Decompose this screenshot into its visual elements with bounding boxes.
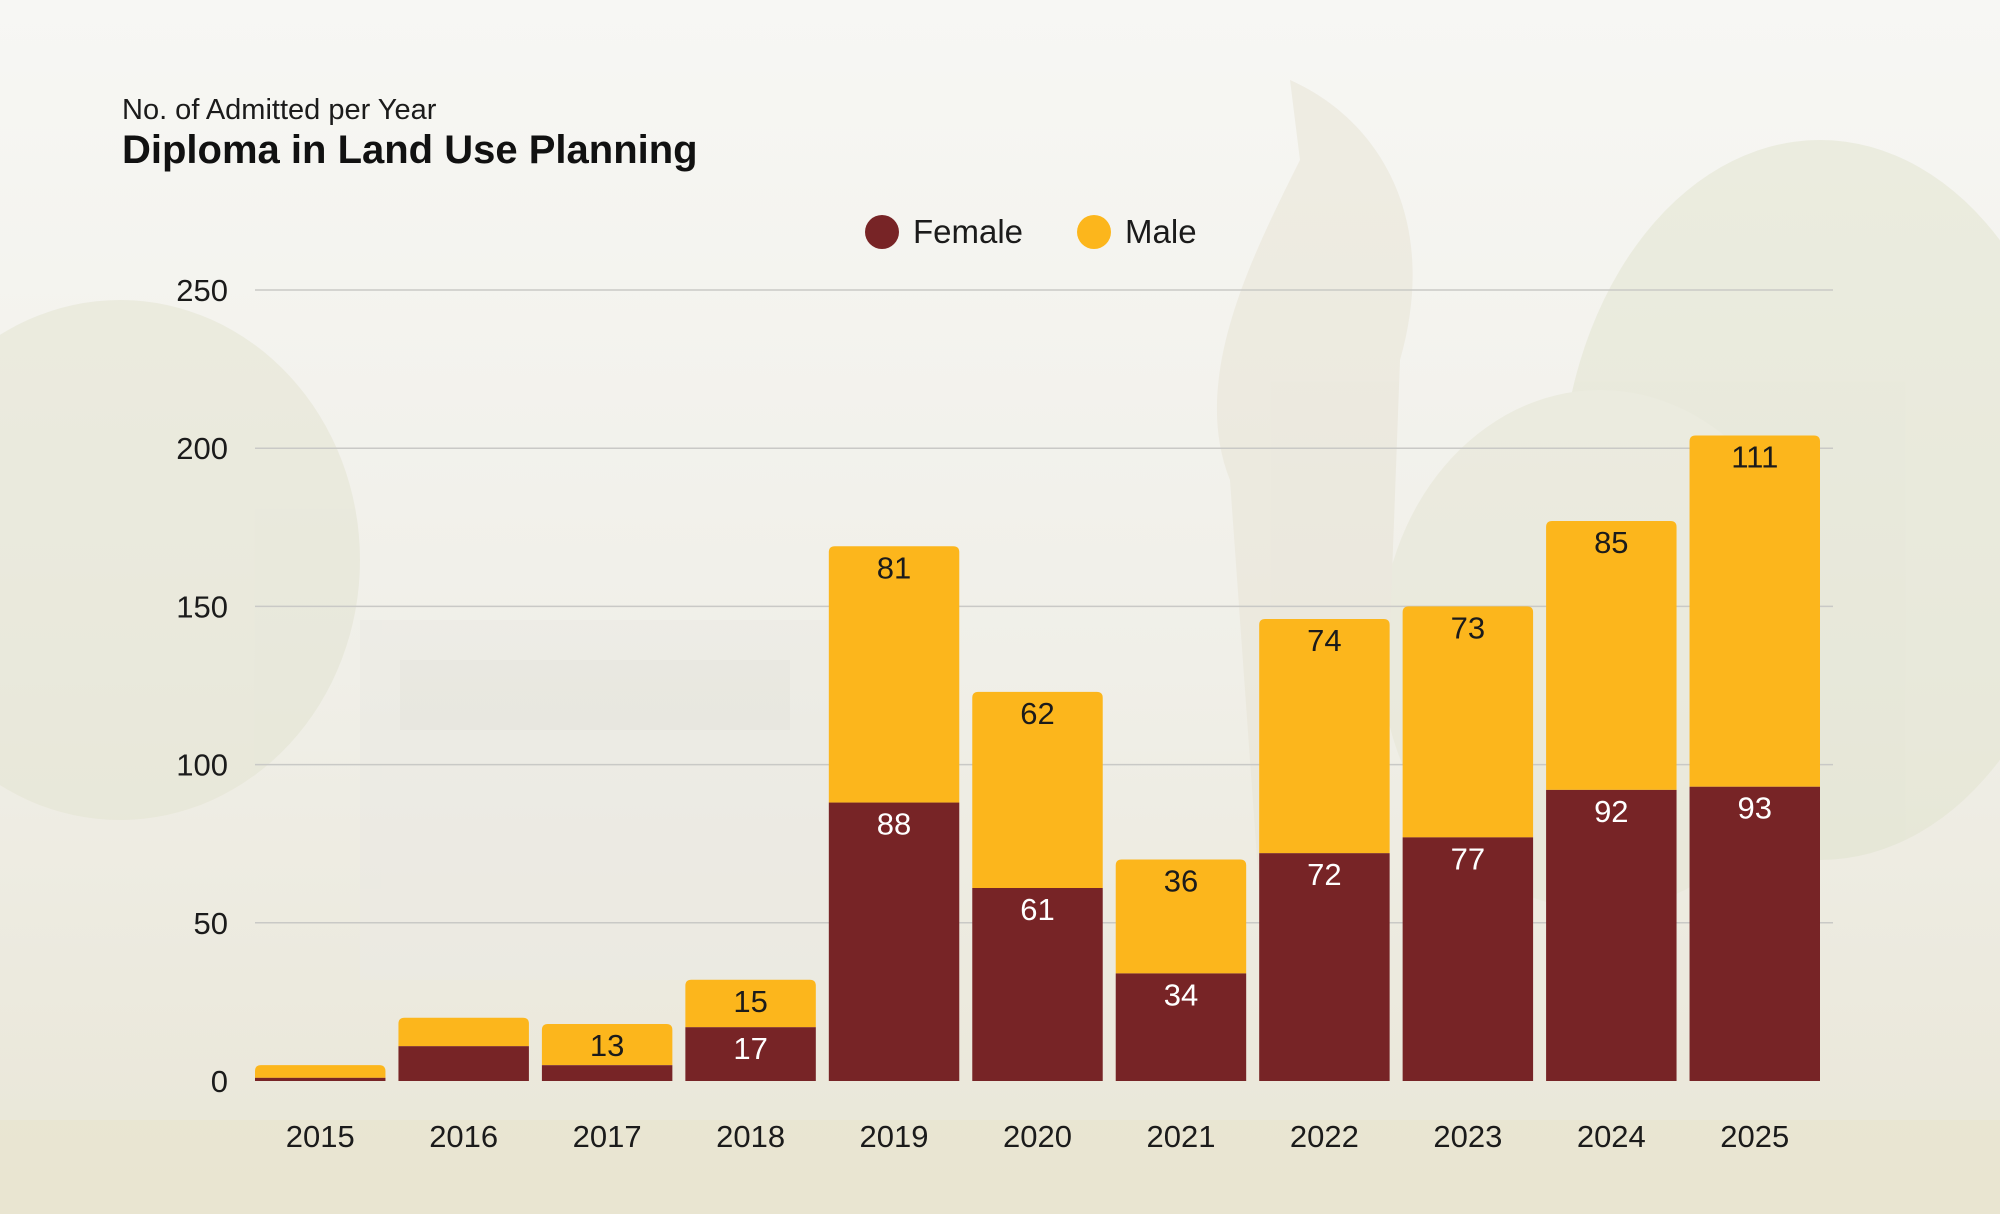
x-tick-label-2025: 2025 — [1720, 1119, 1789, 1154]
bar-male-2017[interactable] — [541, 1024, 673, 1066]
y-tick-label: 50 — [194, 906, 228, 941]
legend-swatch-male — [1077, 215, 1112, 249]
bar-female-2019[interactable] — [828, 802, 960, 1081]
y-tick-label: 0 — [211, 1064, 228, 1099]
bar-male-2023[interactable] — [1402, 606, 1534, 838]
data-label-male-2024: 85 — [1594, 525, 1628, 560]
bar-female-2025[interactable] — [1689, 786, 1820, 1081]
x-tick-label-2017: 2017 — [573, 1119, 642, 1154]
data-label-female-2021: 34 — [1164, 977, 1198, 1012]
bar-female-2022[interactable] — [1259, 853, 1390, 1081]
x-tick-label-2016: 2016 — [429, 1119, 498, 1154]
data-label-female-2023: 77 — [1451, 841, 1485, 876]
legend-item-female[interactable]: Female — [865, 213, 1023, 251]
data-label-male-2025: 111 — [1731, 440, 1778, 475]
bar-female-2016[interactable] — [398, 1046, 529, 1081]
data-label-male-2018: 15 — [733, 984, 767, 1019]
data-label-male-2020: 62 — [1020, 696, 1054, 731]
bar-male-2020[interactable] — [972, 691, 1103, 888]
data-label-male-2017: 13 — [590, 1028, 624, 1063]
data-label-female-2024: 92 — [1594, 794, 1628, 829]
x-tick-label-2023: 2023 — [1433, 1119, 1502, 1154]
bar-female-2018[interactable] — [685, 1027, 816, 1081]
y-tick-label: 150 — [176, 589, 228, 624]
bar-female-2015[interactable] — [255, 1077, 386, 1081]
y-tick-label: 250 — [176, 273, 228, 308]
data-label-female-2022: 72 — [1307, 857, 1341, 892]
bar-female-2023[interactable] — [1402, 837, 1534, 1081]
bar-male-2018[interactable] — [685, 979, 816, 1028]
chart-subtitle: No. of Admitted per Year — [122, 94, 437, 126]
bar-male-2024[interactable] — [1546, 520, 1677, 790]
y-tick-label: 200 — [176, 431, 228, 466]
bar-female-2017[interactable] — [541, 1065, 673, 1081]
x-tick-label-2021: 2021 — [1146, 1119, 1215, 1154]
x-tick-label-2022: 2022 — [1290, 1119, 1359, 1154]
data-label-female-2025: 93 — [1738, 791, 1772, 826]
bar-male-2021[interactable] — [1115, 859, 1247, 974]
legend-swatch-female — [865, 215, 899, 249]
x-tick-label-2020: 2020 — [1003, 1119, 1072, 1154]
x-tick-label-2015: 2015 — [286, 1119, 355, 1154]
bar-female-2021[interactable] — [1115, 973, 1247, 1081]
bar-female-2024[interactable] — [1546, 789, 1677, 1081]
bar-male-2019[interactable] — [828, 546, 960, 803]
x-tick-label-2024: 2024 — [1577, 1119, 1646, 1154]
bar-female-2020[interactable] — [972, 887, 1103, 1081]
legend-label-male: Male — [1125, 213, 1197, 250]
bar-male-2016[interactable] — [398, 1017, 529, 1047]
data-label-male-2021: 36 — [1164, 864, 1198, 899]
legend-label-female: Female — [913, 213, 1024, 250]
x-tick-label-2018: 2018 — [716, 1119, 785, 1154]
y-tick-label: 100 — [176, 748, 228, 783]
data-label-female-2020: 61 — [1020, 892, 1054, 927]
chart-legend: Female Male — [865, 210, 1197, 254]
chart-title: Diploma in Land Use Planning — [122, 128, 698, 172]
x-tick-label-2019: 2019 — [860, 1119, 929, 1154]
data-label-female-2019: 88 — [877, 807, 911, 842]
bar-male-2015[interactable] — [255, 1065, 386, 1078]
data-label-male-2022: 74 — [1307, 623, 1341, 658]
data-label-male-2019: 81 — [877, 550, 911, 585]
data-label-male-2023: 73 — [1451, 610, 1485, 645]
legend-item-male[interactable]: Male — [1077, 213, 1197, 251]
data-label-female-2018: 17 — [733, 1031, 767, 1066]
bar-male-2022[interactable] — [1259, 619, 1390, 854]
bar-male-2025[interactable] — [1689, 435, 1820, 787]
